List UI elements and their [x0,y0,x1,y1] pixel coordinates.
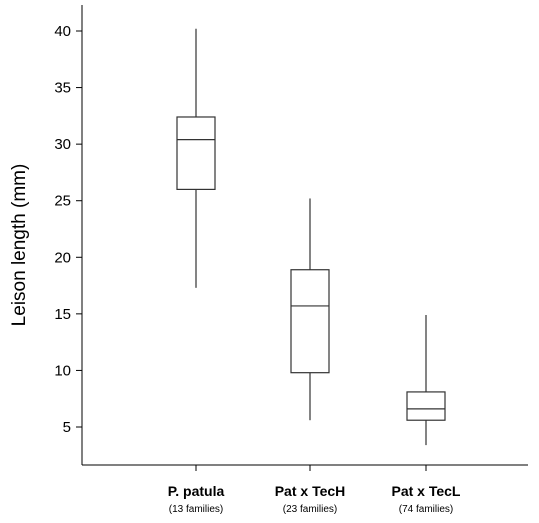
category-sublabel: (13 families) [169,504,223,515]
box-marks [176,28,446,446]
y-tick-label: 30 [54,136,71,153]
axes [76,5,528,471]
y-tick-label: 40 [54,23,71,40]
box-group [176,28,216,288]
axis-labels: 5 10 15 20 25 30 35 40 P. patula (13 families) Pat… [54,23,461,515]
box-group [406,314,446,446]
y-axis-title: Leison length (mm) [9,164,30,327]
y-tick-label: 25 [54,193,71,210]
category-sublabel: (23 families) [283,504,337,515]
category-label: P. patula [168,483,225,499]
box-group [290,198,330,421]
y-tick-label: 15 [54,306,71,323]
y-tick-label: 10 [54,362,71,379]
y-tick-label: 20 [54,249,71,266]
y-tick-label: 35 [54,80,71,97]
category-sublabel: (74 families) [399,504,453,515]
iqr-box [290,269,330,374]
iqr-box [406,391,446,421]
category-label: Pat x TecL [392,483,461,499]
y-tick-label: 5 [63,419,71,436]
category-label: Pat x TecH [275,483,346,499]
iqr-box [176,116,216,191]
